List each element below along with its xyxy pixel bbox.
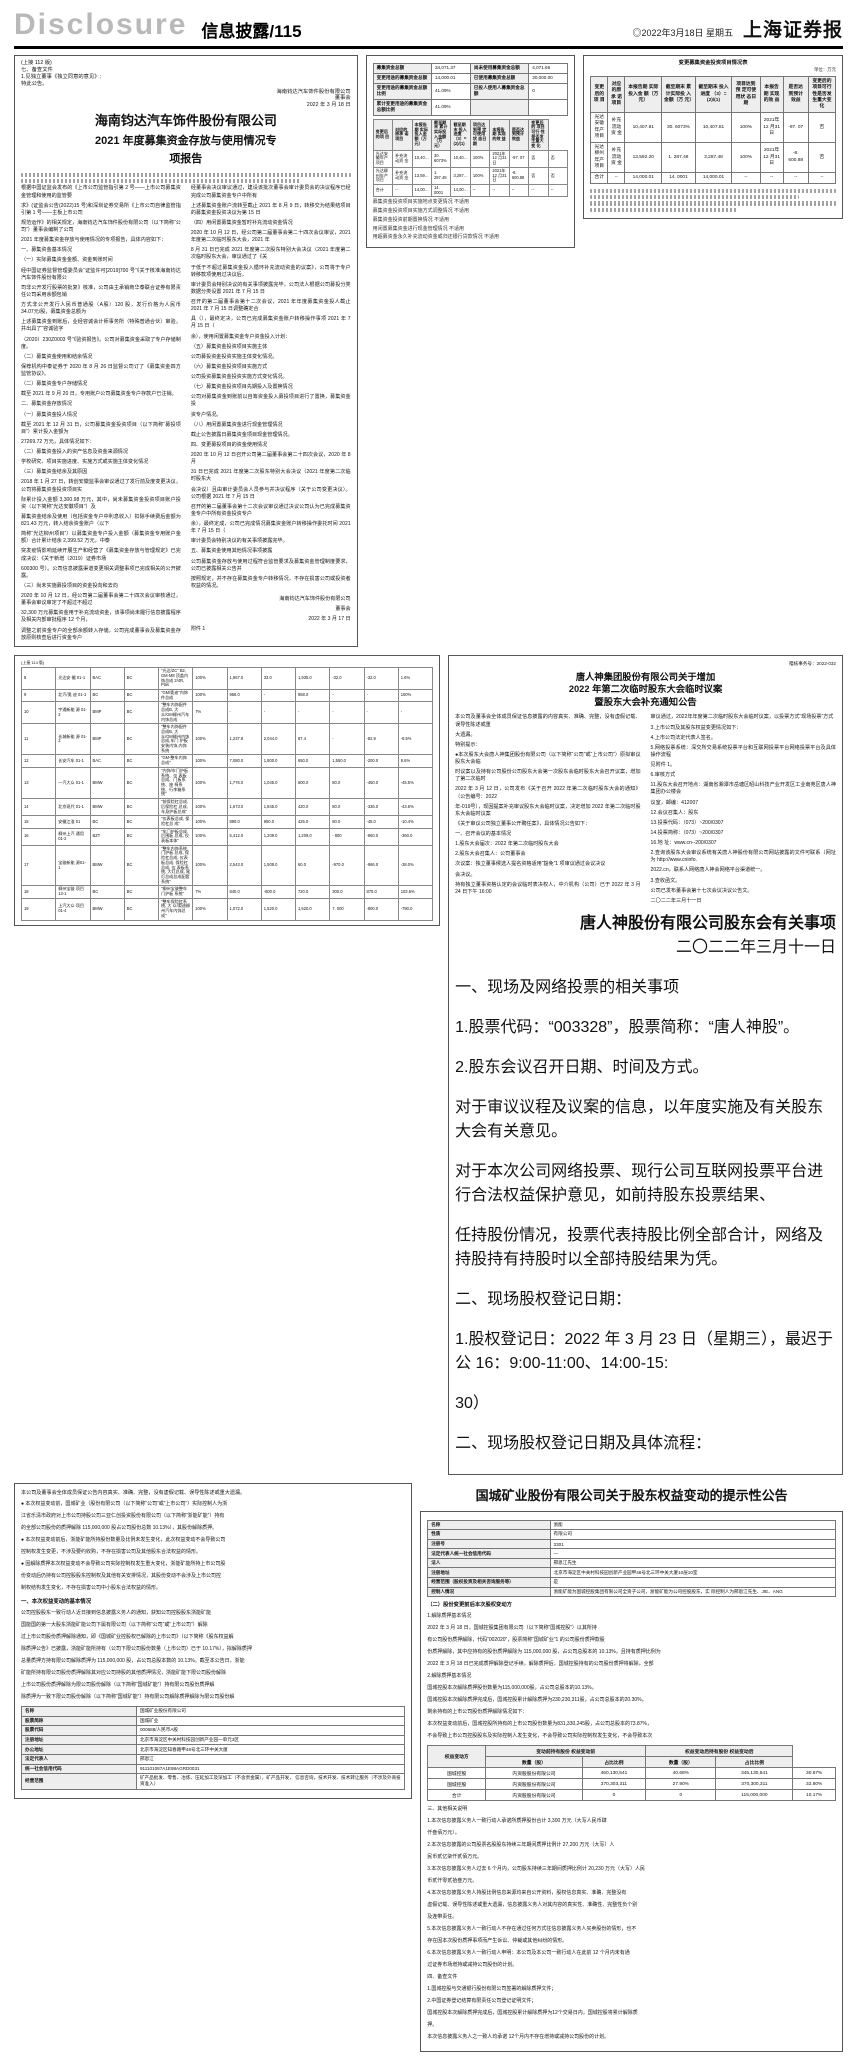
table-row[interactable]: 国城控股 内资股股份有限公司 370,303,311 27.90% 370,300,31…	[428, 1779, 836, 1790]
article3-summary-header2: 数量（股） 占比比例 数量（股） 占比比例	[428, 1757, 836, 1768]
table-row: 17 宝骏新能 源01-1 BMW BC "整车内饰系统, 门护板 总成, 保险杠总成,…	[22, 845, 433, 886]
masthead: Disclosure 信息披露/115 ◎2022年3月18日 星期五 上海证券…	[14, 8, 843, 49]
table-row: 19 上汽大众 项目01-4 BMW BC "整车保险杠系统, 大 众/奥迪柳州汽车内饰…	[22, 898, 433, 920]
article2-column: 稽核事务号：2022-032 唐人神集团股份有限公司关于增加 2022 年第二次…	[448, 655, 843, 1483]
right-summary-header-row: 变更后的项 目对应的原承 诺项目 本报告期 实际投入金 额（万元） 截至期末 累计实…	[591, 77, 836, 113]
content-row-2: (上接 114 版) 8 光达安 徽 01-1 BAC BC "光达/ZC" B2, G…	[14, 655, 843, 1483]
article3-table1-rows: 名称 国城矿业股份有限公司 股票简称 国城矿业 股票代码 000688/人民币A股 注册地址…	[22, 1706, 405, 1789]
article3-intro: 本公司及董事会全体成员保证公告内容真实、准确、完整，没有虚假记载、误导性陈述或重…	[21, 1489, 405, 1496]
table-row[interactable]: 光达安徽年产 项目 补充流动资 金 10,407.81 30. 6073% 10,407…	[591, 113, 836, 143]
article2-body: 本公司及董事会全体成员保证信息披露的内容真实、准确、完整，没有虚假记载、误导性陈…	[455, 714, 836, 905]
article3-footer-body: 三、其他相关说明 1.本次信息披露义务人一致行动人承诺所质押股份合计 3,300 …	[427, 1806, 836, 2041]
article3-left-box: 本公司及董事会全体成员保证公告内容真实、准确、完整，没有虚假记载、误导性陈述或重…	[14, 1483, 412, 1799]
table-row: 9 北汽/奥 迪 01-1 BC BC "GM/奥迪"内饰件总成 100% 958.0-95…	[22, 690, 433, 702]
article3-summary-table[interactable]: 权益变动方 变动前持有股份 权益变动前 权益变动后持有股份 权益变动后 数量（股）占…	[427, 1745, 836, 1801]
article1-byline: 海南钧达汽车饰件股份有限公司 董事会 2022 年 3 月 18 日	[21, 89, 351, 110]
article1-body-left: 根据中国证监会发布的《上市公司监管指引第 2 号——上市公司募集资金管理和使用的…	[21, 185, 181, 361]
dense-table-box: (上接 114 版) 8 光达安 徽 01-1 BAC BC "光达/ZC" B2, G…	[14, 655, 440, 926]
article2-block: 稽核事务号：2022-032 唐人神集团股份有限公司关于增加 2022 年第二次…	[448, 655, 843, 1475]
right-summary-column: 变更募集资金投资项目情况表 单位：万元 变更后的项 目对应的原承 诺项目 本报告期…	[583, 55, 843, 655]
article3-table2: 名称 浙能 性质 有限公司 注册号 3301 法定代表人统一社会信用代码 — 法人 邢恩江先生 注册…	[427, 1520, 836, 1598]
fund-note-rows: 募集资金投资项目实施地点变更情况 不适用 募集资金投资项目实施方式调整情况 不适用…	[373, 199, 569, 241]
right-summary-box: 变更募集资金投资项目情况表 单位：万元 变更后的项 目对应的原承 诺项目 本报告期…	[583, 55, 843, 219]
fund-summary-column: 募集资金总额 34,071.37 尚未使用募集资金总额 4,071.66 变更用途的募集…	[366, 55, 576, 655]
table-row: 累计变更用途的募集资金总额比例 41.09%	[373, 99, 568, 115]
table-row: 8 光达安 徽 01-1 BAC BC "光达/ZC" B2, GM-M8 顶盖内饰总成…	[22, 668, 433, 690]
table-row[interactable]: 合计 -- 14,000.01 14. 0001 14,000.01 -- -- -- --	[591, 173, 836, 183]
table-row: 18 柳州宝骏 项目13-1 BC BC "柳州宝骏整车门护板 系统" 7% 840.0 -8…	[22, 886, 433, 898]
table-row: 募集资金总额 34,071.37 尚未使用募集资金总额 4,071.66	[373, 64, 568, 74]
section-title: 信息披露/115	[201, 17, 301, 42]
article1-meta-lines: (上接 112 版) 七、备查文件 1.见独立董事《独立同意的意见》; 特此公告…	[21, 60, 351, 89]
table-row: 12 长安汽车 01-1 BAC BC "GM-整车内饰总成" 100% 7,080.0 1,…	[22, 755, 433, 767]
article3-section1-body: 公司控股股东一致行动人近日接到信息披露义务人的通知，获知公司控股股东浙能矿能 国能…	[21, 1610, 405, 1701]
article3-summary-header1: 权益变动方 变动前持有股份 权益变动前 权益变动后持有股份 权益变动后	[428, 1746, 836, 1757]
article3-table2-rows: 名称 浙能 性质 有限公司 注册号 3301 法定代表人统一社会信用代码 — 法人 邢恩江先生 注册…	[428, 1520, 836, 1597]
masthead-date: ◎2022年3月18日 星期五	[632, 26, 733, 39]
article1-paragraphs-left: 求》(证监会公告(2022)15 号)和深圳证券交易所《上市公司自律监管指引第 …	[21, 203, 181, 361]
article1-title-block: 海南钧达汽车饰件股份有限公司 2021 年度募集资金存放与使用情况专 项报告	[21, 113, 351, 166]
article2-title: 唐人神集团股份有限公司关于增加 2022 年第二次临时股东大会临时议案 暨股东大…	[455, 671, 836, 709]
article3-table1: 名称 国城矿业股份有限公司 股票简称 国城矿业 股票代码 000688/人民币A股 注册地址…	[21, 1706, 405, 1790]
article3-right: 国城矿业股份有限公司关于股东权益变动的提示性公告 名称 浙能 性质 有限公司 注册号 33…	[420, 1483, 843, 2060]
article3-title: 国城矿业股份有限公司关于股东权益变动的提示性公告	[420, 1487, 843, 1505]
fund-summary-rows: 募集资金总额 34,071.37 尚未使用募集资金总额 4,071.66 变更用途的募集…	[373, 64, 568, 116]
article1-body: 根据中国证监会发布的《上市公司监管指引第 2 号——上市公司募集资金管理和使用的…	[21, 185, 351, 641]
table-row: 13 一汽大众 01-1 BMW BC "内饰/车门护板系统、仪 表板总成、门板系统、座…	[22, 767, 433, 798]
right-top-fin-rows: 变更后的项 目对应的原承 诺项目 本报告期 实际投入金 额（万元） 截至期末 累计实…	[373, 119, 568, 197]
table-row: 变更用途的募集资金总额 14,000.01 已使用募集资金总额 30,000.00	[373, 73, 568, 83]
table-row: 11 长城新能 源 01-2 BMP BC "整车内饰配件总成B, 大 众/GM柳州内饰…	[22, 724, 433, 755]
article1-meta-box: (上接 112 版) 七、备查文件 1.见独立董事《独立同意的意见》; 特此公告…	[14, 55, 358, 647]
content-row-3: 本公司及董事会全体成员保证公告内容真实、准确、完整，没有虚假记载、误导性陈述或重…	[14, 1483, 843, 2060]
article3-section2-body: 1.解除质押基本情况 2022 年 3 月 18 日，国城控股集团有限公司（以下简…	[427, 1613, 836, 1740]
dense-fin-table[interactable]: 8 光达安 徽 01-1 BAC BC "光达/ZC" B2, GM-M8 顶盖内饰总成…	[21, 667, 433, 920]
disclosure-page: Disclosure 信息披露/115 ◎2022年3月18日 星期五 上海证券…	[0, 0, 857, 1254]
table-row: 10 宇通新能 源 01-2 BMP BC "整车内饰配件总成B, 大 众/GM柳州汽车…	[22, 702, 433, 724]
table-row: 16 柳州上汽 通用01-2 BZT BC "车门护板总成, 后围板 总成, 仪表板本体…	[22, 828, 433, 845]
table-row[interactable]: 国城控股 内资股股份有限公司 460,130,541 40.68% 345,130,54…	[428, 1768, 836, 1779]
article1-column: (上接 112 版) 七、备查文件 1.见独立董事《独立同意的意见》; 特此公告…	[14, 55, 358, 655]
article2-body-left: 本公司及董事会全体成员保证信息披露的内容真实、准确、完整，没有虚假记载、误导性陈…	[455, 714, 640, 858]
dense-table-column: (上接 114 版) 8 光达安 徽 01-1 BAC BC "光达/ZC" B2, G…	[14, 655, 440, 1483]
article3-left: 本公司及董事会全体成员保证公告内容真实、准确、完整，没有虚假记载、误导性陈述或重…	[14, 1483, 412, 2060]
article3-bullets: ● 本次权益变动前，国城矿业（股份有限公司（以下简称“公司”或“上市公司”）实际…	[21, 1501, 405, 1592]
right-summary-body: 光达安徽年产 项目 补充流动资 金 10,407.81 30. 6073% 10,407…	[591, 113, 836, 183]
table-row: 15 安徽江淮 01 BC BC "仪表板总成, 保险杠总 成" 100% 890.0 950…	[22, 816, 433, 828]
disclosure-logo: Disclosure	[14, 8, 187, 42]
paper-name: 上海证券报	[743, 15, 843, 42]
right-summary-table[interactable]: 变更后的项 目对应的原承 诺项目 本报告期 实际投入金 额（万元） 截至期末 累计实…	[590, 76, 836, 184]
table-row[interactable]: 合计 内资股股份有限公司 0 0 115,000,000 10.17%	[428, 1790, 836, 1801]
right-top-fin-table: 变更后的项 目对应的原承 诺项目 本报告期 实际投入金 额（万元） 截至期末 累计实…	[373, 119, 569, 198]
fund-summary-box: 募集资金总额 34,071.37 尚未使用募集资金总额 4,071.66 变更用途的募集…	[366, 55, 576, 248]
table-row[interactable]: 光达柳州年产 项目 补充流动资 金 13,592.20 1. 287.48 3,287.…	[591, 143, 836, 173]
content-row-1: (上接 112 版) 七、备查文件 1.见独立董事《独立同意的意见》; 特此公告…	[14, 55, 843, 655]
fund-summary-table: 募集资金总额 34,071.37 尚未使用募集资金总额 4,071.66 变更用途的募集…	[373, 63, 569, 116]
article2-notes: 一、现场及网络投票的相关事项 1.股票代码：“003328”，股票简称：“唐人神股…	[455, 973, 836, 1453]
article3-summary-body: 国城控股 内资股股份有限公司 460,130,541 40.68% 345,130,54…	[428, 1768, 836, 1801]
table-row: 变更用途的募集资金总额比例 41.09% 已投人使用人募集资金总额 0	[373, 83, 568, 99]
dense-fin-table-body: 8 光达安 徽 01-1 BAC BC "光达/ZC" B2, GM-M8 顶盖内饰总成…	[22, 668, 433, 920]
table-row: 14 北京现代 01-1 BMW BC "前保险杠总成, 后保险杠 总成, 车身护板总成…	[22, 799, 433, 816]
article3-right-box: 名称 浙能 性质 有限公司 注册号 3301 法定代表人统一社会信用代码 — 法人 邢恩江先生 注册…	[420, 1511, 843, 2053]
